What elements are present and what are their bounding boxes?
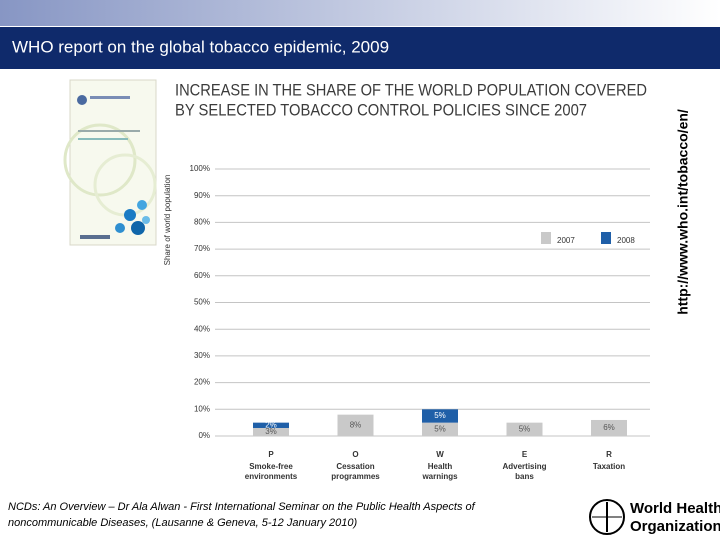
y-tick-label: 20% <box>194 378 210 387</box>
bar-segment <box>591 419 627 436</box>
chart-panel <box>160 75 655 485</box>
x-category-name: warnings <box>421 472 458 481</box>
legend-label: 2007 <box>557 236 575 245</box>
y-tick-label: 0% <box>198 431 210 440</box>
header-title: WHO report on the global tobacco epidemi… <box>12 37 389 56</box>
x-category-name: bans <box>515 472 534 481</box>
chart-title: INCREASE IN THE SHARE OF THE WORLD POPUL… <box>175 80 647 99</box>
y-tick-label: 90% <box>194 191 210 200</box>
data-label: 3% <box>265 427 277 436</box>
x-category-name: Health <box>428 462 453 471</box>
bar-segment <box>253 427 289 436</box>
y-tick-label: 30% <box>194 351 210 360</box>
x-tick-label: R <box>606 450 612 459</box>
x-category-name: Smoke-free <box>249 462 293 471</box>
y-tick-label: 80% <box>194 218 210 227</box>
legend-swatch <box>541 232 551 244</box>
book-cover <box>63 79 157 246</box>
side-url: http://www.who.int/tobacco/en/ <box>675 109 691 315</box>
bar-segment <box>422 409 458 423</box>
x-category-name: environments <box>245 472 298 481</box>
who-logo <box>589 499 625 535</box>
chart-title: BY SELECTED TOBACCO CONTROL POLICIES SIN… <box>175 100 587 119</box>
bar-segment <box>337 414 374 436</box>
header-gradient <box>0 0 720 26</box>
data-label: 2% <box>265 420 277 429</box>
footer-text: noncommunicable Diseases, (Lausanne & Ge… <box>8 517 357 529</box>
x-category-name: programmes <box>331 472 380 481</box>
y-tick-label: 40% <box>194 324 210 333</box>
data-label: 5% <box>434 424 446 433</box>
x-category-name: Cessation <box>336 462 374 471</box>
y-axis-label: Share of world population <box>163 175 172 266</box>
y-tick-label: 60% <box>194 271 210 280</box>
legend-swatch <box>601 232 611 244</box>
y-tick-label: 70% <box>194 244 210 253</box>
legend-label: 2008 <box>617 236 635 245</box>
bar-segment <box>253 422 289 428</box>
data-label: 8% <box>350 420 362 429</box>
x-tick-label: W <box>436 450 444 459</box>
x-tick-label: P <box>268 450 274 459</box>
bar-segment <box>422 422 458 436</box>
y-tick-label: 10% <box>194 404 210 413</box>
x-tick-label: E <box>522 450 528 459</box>
logo-text: World Health <box>630 500 720 517</box>
x-tick-label: O <box>352 450 358 459</box>
footer-text: NCDs: An Overview – Dr Ala Alwan - First… <box>8 501 476 513</box>
y-tick-label: 100% <box>190 164 210 173</box>
data-label: 5% <box>434 411 446 420</box>
x-category-name: Advertising <box>502 462 546 471</box>
header-band <box>0 27 720 69</box>
x-category-name: Taxation <box>593 462 625 471</box>
y-tick-label: 50% <box>194 298 210 307</box>
logo-text: Organization <box>630 518 720 535</box>
bar-segment <box>506 422 543 436</box>
data-label: 6% <box>603 423 615 432</box>
data-label: 5% <box>519 424 531 433</box>
